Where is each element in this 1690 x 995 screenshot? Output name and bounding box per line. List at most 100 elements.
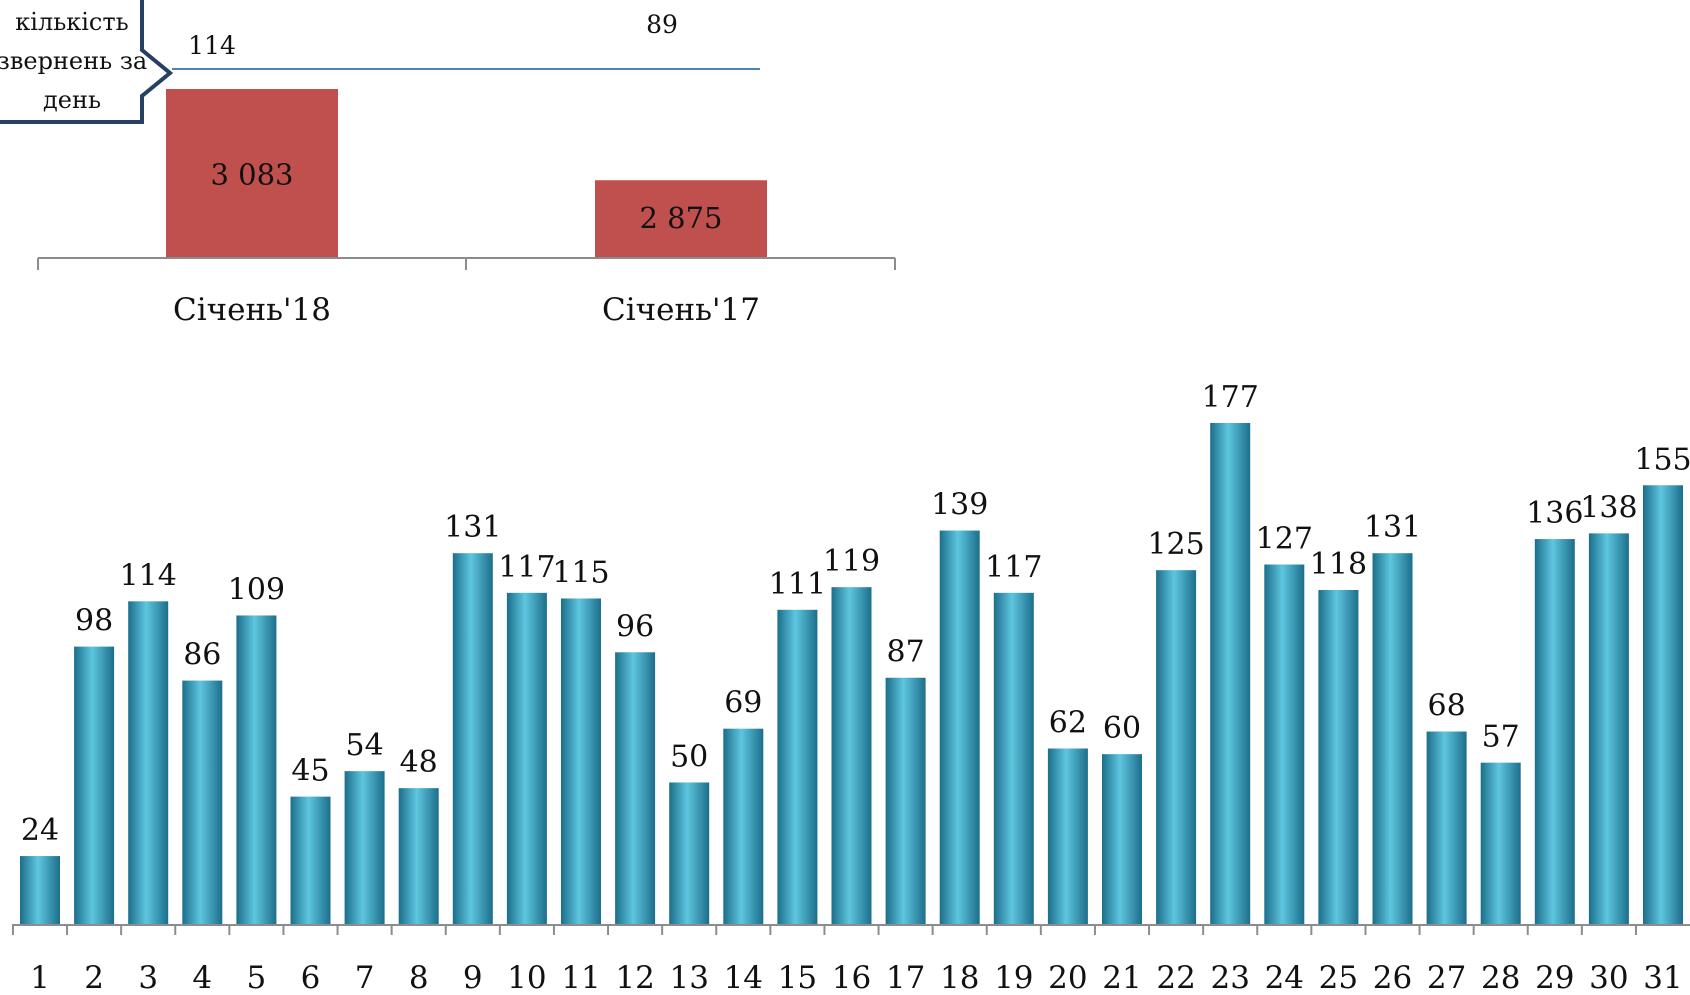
daily-bar: [452, 553, 493, 924]
daily-value-label: 131: [1364, 510, 1421, 545]
top-category-label: Січень'18: [173, 292, 331, 328]
daily-value-label: 118: [1310, 547, 1367, 582]
day-label: 16: [832, 960, 871, 995]
day-label: 31: [1643, 960, 1682, 995]
callout-text-line: кількість: [15, 8, 128, 36]
daily-value-label: 60: [1103, 711, 1141, 746]
daily-value-label: 50: [670, 739, 708, 774]
month-total-label: 2 875: [639, 201, 722, 235]
daily-bar: [831, 587, 872, 924]
daily-value-label: 131: [444, 510, 501, 545]
day-label: 30: [1589, 960, 1628, 995]
daily-value-label: 115: [552, 555, 609, 590]
daily-bar: [1264, 564, 1305, 924]
daily-bar: [290, 796, 331, 924]
daily-value-label: 139: [931, 488, 988, 523]
daily-bar: [398, 788, 439, 924]
daily-bar: [1047, 748, 1088, 924]
day-label: 5: [247, 960, 267, 995]
daily-value-label: 155: [1634, 442, 1690, 477]
day-label: 8: [409, 960, 429, 995]
daily-value-label: 111: [769, 567, 826, 602]
daily-bar: [1480, 762, 1521, 924]
day-label: 15: [778, 960, 817, 995]
daily-bar: [615, 652, 656, 924]
daily-value-label: 117: [985, 550, 1042, 585]
daily-value-label: 125: [1147, 527, 1204, 562]
day-label: 4: [192, 960, 212, 995]
daily-bar: [993, 592, 1034, 924]
callout-text-line: день: [43, 86, 101, 114]
day-label: 3: [138, 960, 158, 995]
day-label: 2: [84, 960, 104, 995]
daily-value-label: 114: [120, 558, 177, 593]
daily-bar: [506, 592, 547, 924]
daily-value-label: 24: [21, 813, 59, 848]
day-label: 24: [1265, 960, 1304, 995]
daily-bar: [561, 598, 601, 924]
daily-value-label: 96: [616, 609, 654, 644]
daily-value-label: 87: [887, 635, 925, 670]
daily-bar: [1426, 731, 1467, 924]
daily-bar: [1156, 570, 1197, 924]
day-label: 9: [463, 960, 483, 995]
daily-bar: [939, 530, 980, 924]
daily-bar: [777, 609, 818, 924]
daily-value-label: 177: [1202, 380, 1259, 415]
day-label: 14: [724, 960, 763, 995]
daily-value-label: 68: [1428, 689, 1466, 724]
daily-bar: [1210, 423, 1251, 924]
day-label: 29: [1535, 960, 1574, 995]
monthly-comparison-chart: 3 083 2 875 Січень'18 Січень'17 114 89 кі…: [0, 0, 896, 328]
daily-bar: [74, 646, 115, 924]
daily-value-label: 48: [400, 745, 438, 780]
day-label: 21: [1102, 960, 1141, 995]
day-label: 10: [507, 960, 546, 995]
day-label: 26: [1373, 960, 1412, 995]
daily-value-label: 69: [724, 686, 762, 721]
daily-value-label: 57: [1482, 720, 1520, 755]
day-label: 13: [669, 960, 708, 995]
average-line-label: 114: [188, 31, 236, 60]
month-total-bar: [166, 89, 338, 257]
daily-bar: [723, 728, 764, 924]
callout-text-line: звернень за: [0, 47, 147, 75]
daily-requests-chart: 2419821143864109545654748813191171011511…: [11, 380, 1690, 995]
daily-bar: [128, 601, 169, 924]
daily-bar: [1534, 539, 1575, 924]
daily-bar: [182, 680, 223, 924]
daily-value-label: 119: [823, 544, 880, 579]
day-label: 20: [1048, 960, 1087, 995]
average-line-label: 89: [646, 10, 678, 39]
daily-bar: [1588, 533, 1629, 924]
day-label: 11: [561, 960, 600, 995]
daily-value-label: 86: [183, 638, 221, 673]
day-label: 1: [30, 960, 50, 995]
daily-value-label: 109: [228, 572, 285, 607]
daily-bar: [885, 677, 926, 924]
month-total-bar: [595, 180, 767, 257]
daily-bar: [1102, 754, 1142, 924]
day-label: 12: [615, 960, 654, 995]
daily-bar: [344, 771, 385, 924]
daily-value-label: 127: [1256, 522, 1313, 557]
daily-value-label: 45: [291, 754, 329, 789]
top-category-label: Січень'17: [602, 292, 760, 328]
daily-value-label: 138: [1580, 490, 1637, 525]
day-label: 25: [1319, 960, 1358, 995]
day-label: 7: [355, 960, 375, 995]
callout-box: кількість звернень за день: [0, 0, 174, 124]
daily-bar: [1372, 553, 1413, 924]
daily-bar: [20, 856, 60, 924]
daily-value-label: 117: [498, 550, 555, 585]
daily-bar: [236, 615, 277, 924]
daily-bar: [669, 782, 710, 924]
daily-value-label: 54: [346, 728, 384, 763]
day-label: 22: [1156, 960, 1195, 995]
day-label: 28: [1481, 960, 1520, 995]
daily-value-label: 62: [1049, 706, 1087, 741]
day-label: 19: [994, 960, 1033, 995]
daily-value-label: 98: [75, 604, 113, 639]
callout-border: [0, 0, 174, 124]
